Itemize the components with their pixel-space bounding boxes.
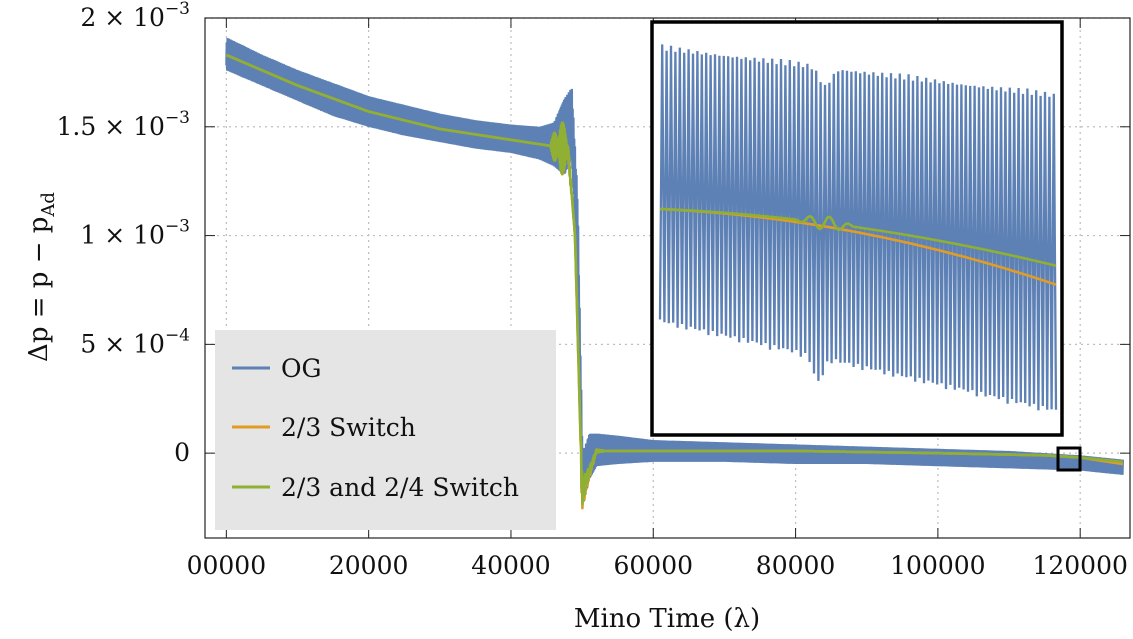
y-tick-label: 1 × 10−3	[80, 217, 190, 250]
x-tick-label: 60000	[614, 551, 694, 580]
y-tick-label: 0	[174, 438, 190, 467]
zoom-box	[1056, 446, 1082, 472]
legend-label-2-3-switch: 2/3 Switch	[281, 413, 416, 442]
legend-label-2-3-2-4-switch: 2/3 and 2/4 Switch	[281, 473, 519, 502]
y-tick-label: 2 × 10−3	[80, 0, 190, 32]
inset-frame	[650, 20, 1064, 437]
x-tick-label: 20000	[329, 551, 409, 580]
x-tick-label: 120000	[1032, 551, 1127, 580]
inset-line-2-3-2-4-switch	[659, 207, 1057, 268]
y-tick-label: 1.5 × 10−3	[57, 108, 190, 141]
y-axis-title-main: Δp = p − p	[24, 217, 54, 362]
legend: OG 2/3 Switch 2/3 and 2/4 Switch	[215, 330, 556, 530]
y-axis-title-subscript: Ad	[38, 192, 59, 218]
inset-og-band	[658, 44, 1058, 411]
series-line-2-3-2-4-switch	[225, 53, 1124, 506]
x-axis-title: Mino Time (λ)	[574, 604, 760, 634]
y-tick-label: 5 × 10−4	[80, 325, 190, 358]
x-tick-label: 00000	[187, 551, 267, 580]
y-axis-title: Δp = p − pAd	[24, 192, 59, 362]
legend-label-og: OG	[281, 354, 321, 383]
series-lines	[225, 53, 1124, 510]
x-tick-label: 40000	[471, 551, 551, 580]
inset-zoom	[650, 20, 1064, 437]
x-tick-label: 100000	[890, 551, 985, 580]
x-tick-label: 80000	[756, 551, 836, 580]
plot-frame	[204, 17, 1131, 539]
legend-background	[215, 330, 556, 530]
axis-ticks: 00000 20000 40000 60000 80000 100000 120000 2 ×…	[57, 0, 1130, 580]
